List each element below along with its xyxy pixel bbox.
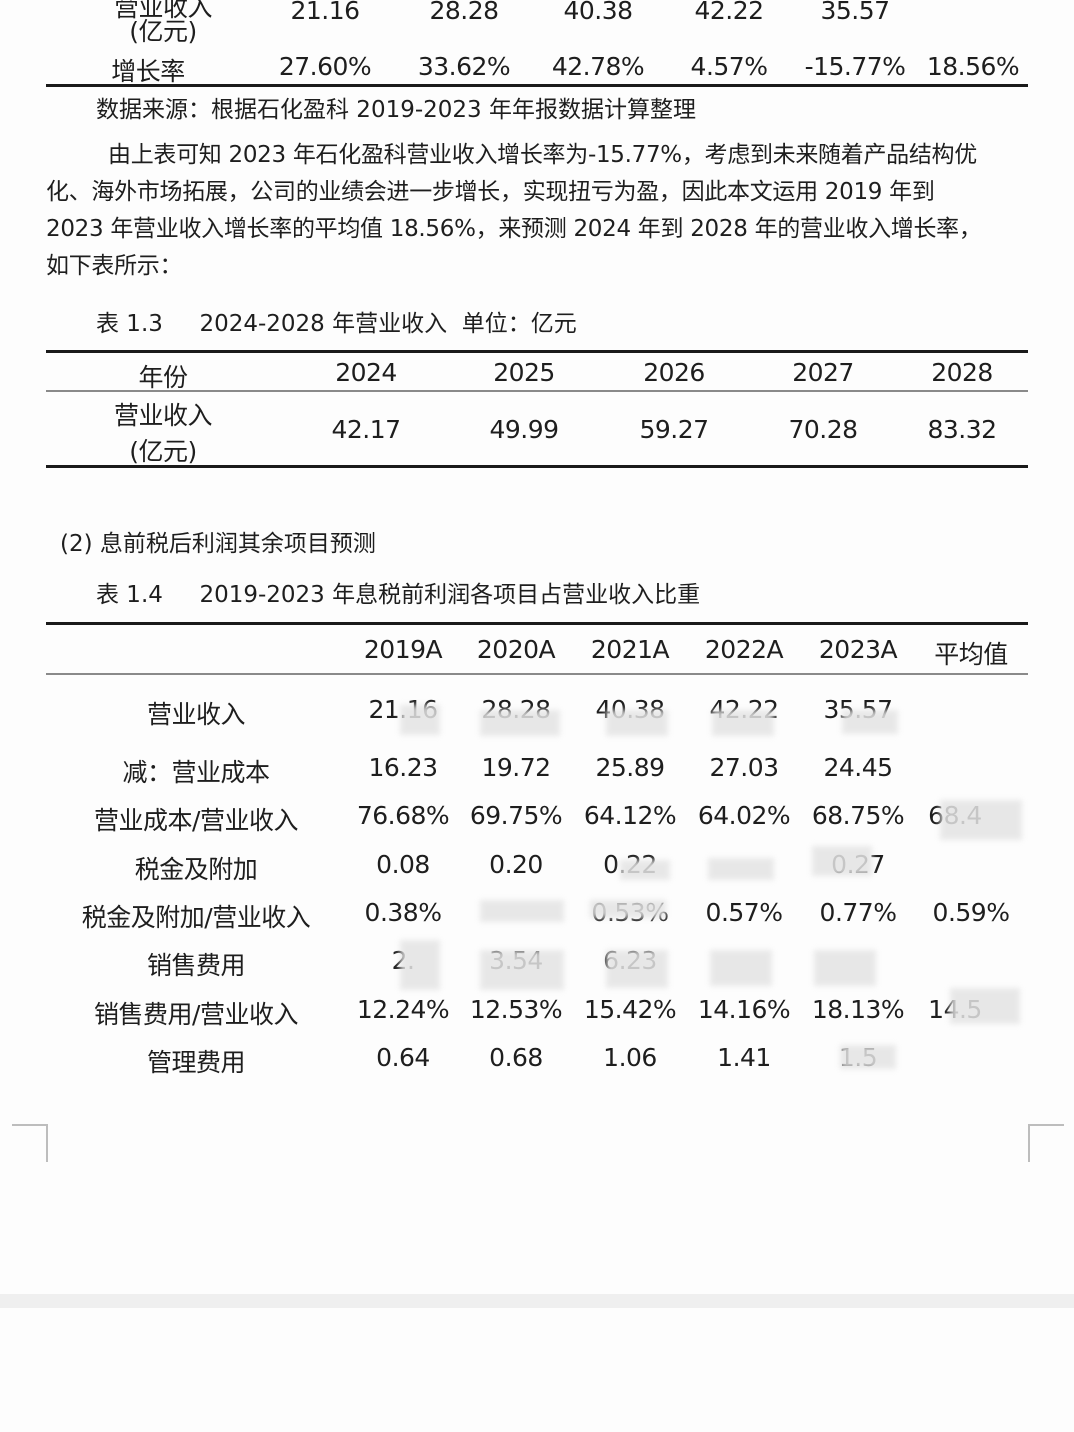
table-rule [46, 84, 1028, 87]
table-cell: 0.59% [932, 898, 1010, 927]
revenue-cell: 59.27 [639, 415, 709, 444]
row-label: 销售费用/营业收入 [94, 1000, 298, 1029]
paragraph-line: 2023 年营业收入增长率的平均值 18.56%，来预测 2024 年到 202… [46, 216, 982, 242]
row-label: 营业成本/营业收入 [94, 806, 298, 835]
header-year: 2028 [931, 358, 993, 387]
table-1-3-caption: 表 1.3 2024-2028 年营业收入 单位：亿元 [96, 311, 577, 337]
table-cell: 1.41 [717, 1043, 771, 1072]
page-corner-mark-left [12, 1124, 48, 1162]
prev-cell: -15.77% [804, 52, 906, 81]
prev-cell: 35.57 [820, 0, 890, 25]
body-paragraph: 由上表可知 2023 年石化盈科营业收入增长率为-15.77%，考虑到未来随着产… [46, 137, 977, 174]
table-cell: 16.23 [368, 753, 438, 782]
paragraph-line: 化、海外市场拓展，公司的业绩会进一步增长，实现扭亏为盈，因此本文运用 2019 … [46, 179, 935, 205]
row-label: 销售费用 [146, 951, 246, 980]
column-header: 2019A [363, 635, 443, 664]
table-cell: 64.02% [697, 801, 791, 830]
table-cell: 64.12% [583, 801, 677, 830]
table-cell: 0.68 [489, 1043, 543, 1072]
row-label: 税金及附加 [134, 855, 258, 884]
column-header: 平均值 [934, 640, 1008, 669]
row-label: 减：营业成本 [122, 758, 270, 787]
table-cell: 0.77% [819, 898, 897, 927]
header-year-label: 年份 [138, 363, 188, 392]
table-cell: 24.45 [823, 753, 893, 782]
table-cell: 25.89 [595, 753, 665, 782]
table-cell: 0.08 [376, 850, 430, 879]
header-year: 2026 [643, 358, 705, 387]
table-cell: 76.68% [356, 801, 450, 830]
prev-cell: 33.62% [417, 52, 511, 81]
page-corner-mark-right [1028, 1124, 1064, 1162]
row-label: 营业收入 [113, 401, 213, 430]
table-cell: 69.75% [469, 801, 563, 830]
table-cell: 12.24% [356, 995, 450, 1024]
paragraph-line: 如下表所示： [46, 253, 183, 279]
section-heading: (2) 息前税后利润其余项目预测 [60, 531, 376, 557]
column-header: 2021A [590, 635, 670, 664]
table-cell: 27.03 [709, 753, 779, 782]
prev-cell: 27.60% [278, 52, 372, 81]
table-cell: 14.16% [697, 995, 791, 1024]
prev-cell: 28.28 [429, 0, 499, 25]
data-source-note: 数据来源：根据石化盈科 2019-2023 年年报数据计算整理 [96, 97, 696, 123]
table-cell: 68.75% [811, 801, 905, 830]
table-cell: 15.42% [583, 995, 677, 1024]
row-label: 管理费用 [146, 1048, 246, 1077]
revenue-cell: 70.28 [788, 415, 858, 444]
revenue-cell: 49.99 [489, 415, 559, 444]
header-year: 2027 [792, 358, 854, 387]
row-label-unit: (亿元) [129, 437, 197, 466]
row-label: 税金及附加/营业收入 [81, 903, 311, 932]
table-rule [46, 350, 1028, 353]
header-year: 2024 [335, 358, 397, 387]
table-cell: 0.57% [705, 898, 783, 927]
prev-cell: 42.22 [694, 0, 764, 25]
table-cell: 0.64 [376, 1043, 430, 1072]
column-header: 2023A [818, 635, 898, 664]
revenue-cell: 42.17 [331, 415, 401, 444]
column-header: 2022A [704, 635, 784, 664]
prev-cell: 40.38 [563, 0, 633, 25]
revenue-cell: 83.32 [927, 415, 997, 444]
prev-row-label-partial: 营业收入 [113, 0, 213, 22]
prev-cell: 4.57% [690, 52, 768, 81]
row-label: 营业收入 [146, 700, 246, 729]
prev-cell: 18.56% [926, 52, 1020, 81]
table-1-4-caption: 表 1.4 2019-2023 年息税前利润各项目占营业收入比重 [96, 582, 701, 608]
page-separator [0, 1294, 1074, 1308]
header-year: 2025 [493, 358, 555, 387]
table-cell: 19.72 [481, 753, 551, 782]
prev-row-label: 增长率 [111, 57, 185, 86]
table-cell: 12.53% [469, 995, 563, 1024]
table-rule [46, 390, 1028, 392]
table-rule [46, 673, 1028, 675]
prev-cell: 21.16 [290, 0, 360, 25]
prev-cell: 42.78% [551, 52, 645, 81]
column-header: 2020A [476, 635, 556, 664]
table-cell: 18.13% [811, 995, 905, 1024]
table-rule [46, 465, 1028, 468]
prev-row-label-unit: (亿元) [129, 17, 197, 46]
table-cell: 0.20 [489, 850, 543, 879]
table-rule [46, 622, 1028, 625]
table-cell: 0.38% [364, 898, 442, 927]
table-cell: 1.06 [603, 1043, 657, 1072]
paragraph-line: 由上表可知 2023 年石化盈科营业收入增长率为-15.77%，考虑到未来随着产… [108, 142, 977, 168]
